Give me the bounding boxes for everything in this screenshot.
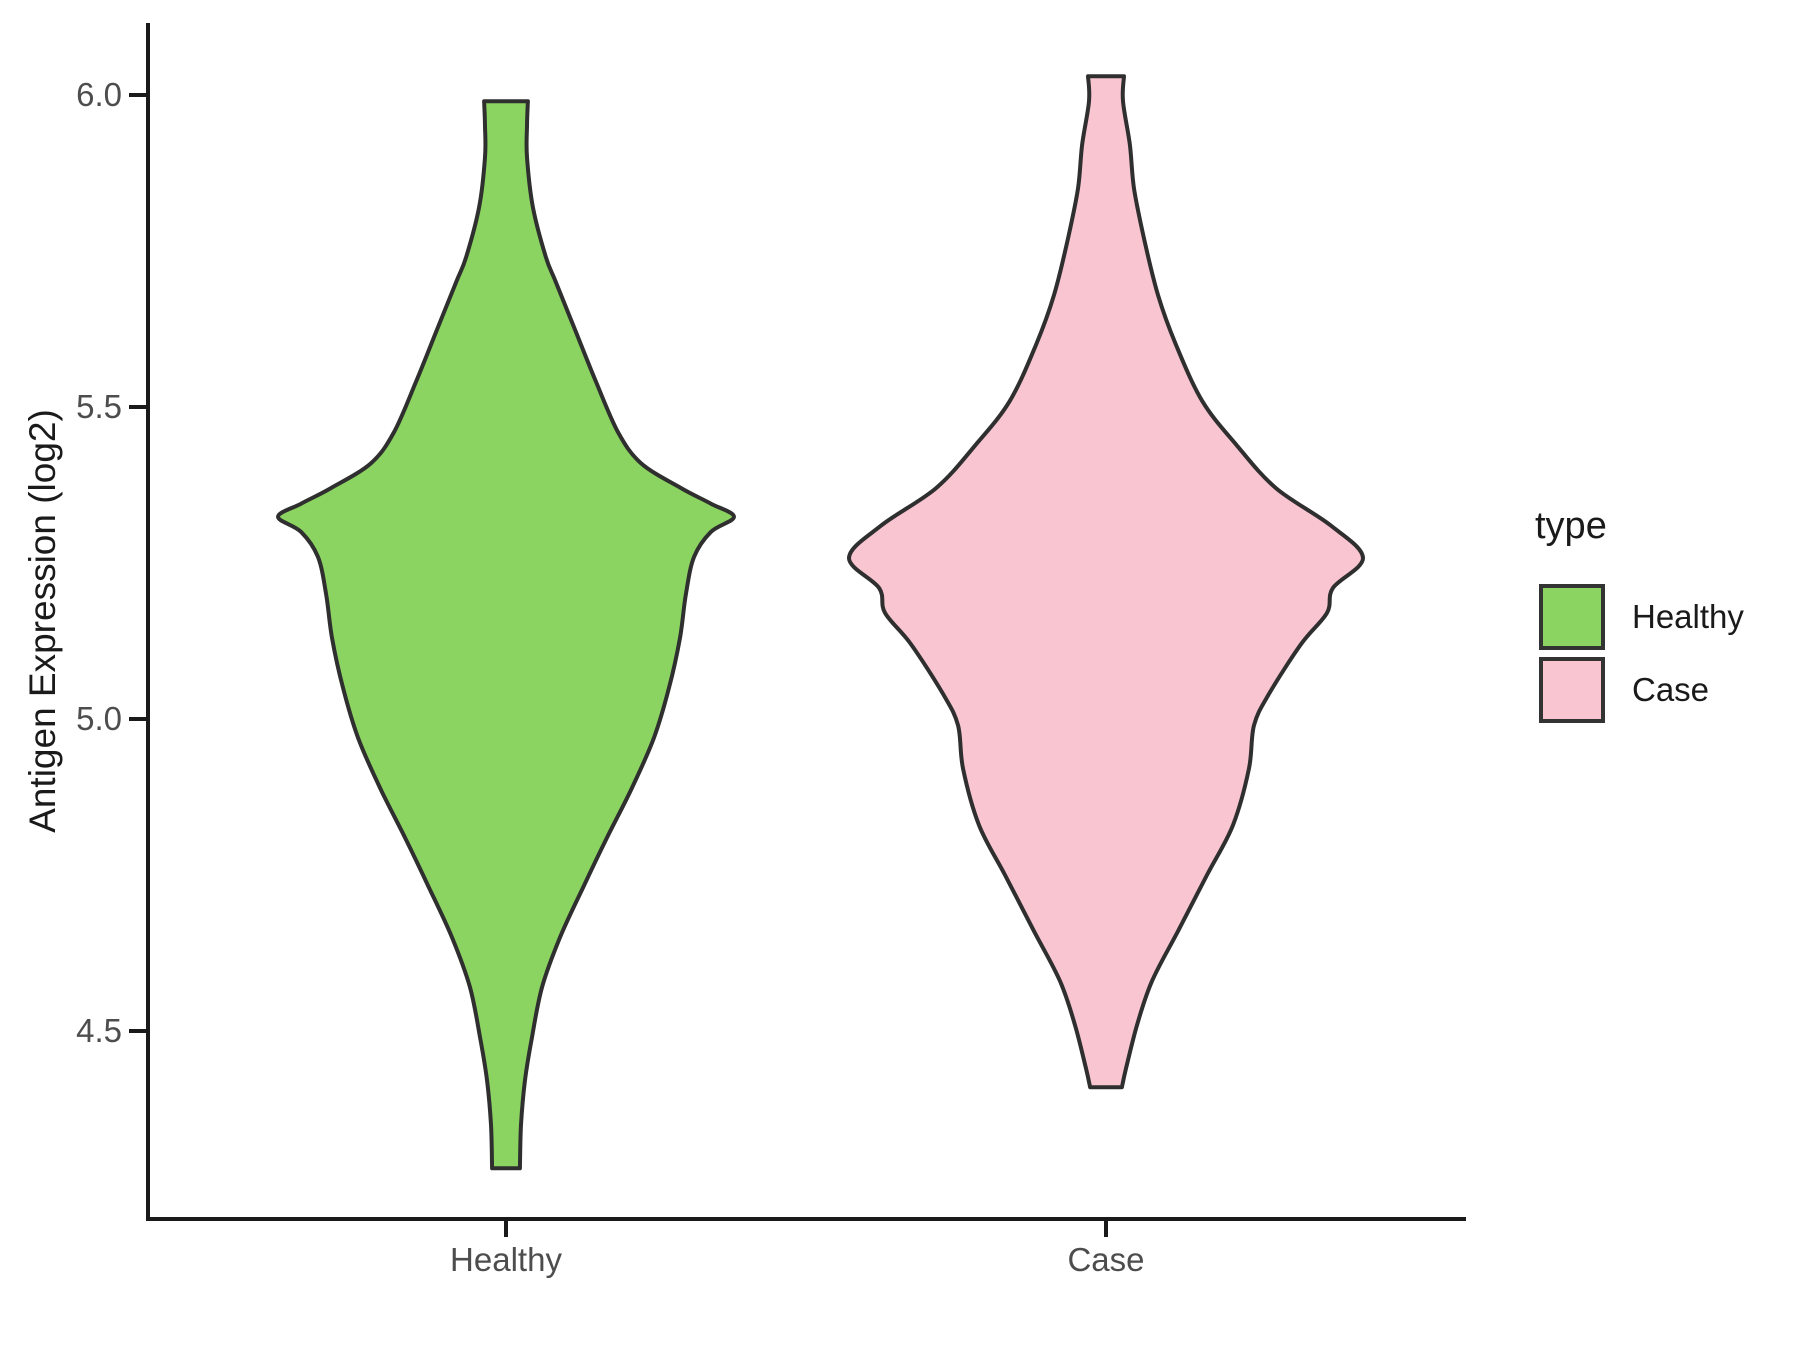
legend-swatch-case — [1539, 657, 1605, 723]
y-tick-label-6.0: 6.0 — [76, 76, 122, 113]
legend-swatch-healthy — [1539, 584, 1605, 650]
violin-case — [846, 74, 1366, 1090]
x-tick-label-healthy: Healthy — [450, 1241, 562, 1278]
legend-title: type — [1535, 505, 1607, 547]
y-axis-title: Antigen Expression (log2) — [22, 409, 63, 833]
x-tick-label-case: Case — [1067, 1241, 1145, 1278]
legend-label-case: Case — [1632, 671, 1710, 708]
y-tick-label-5.5: 5.5 — [76, 388, 122, 425]
y-tick-label-5.0: 5.0 — [76, 700, 122, 737]
legend-label-healthy: Healthy — [1632, 598, 1744, 635]
y-tick-label-4.5: 4.5 — [76, 1012, 122, 1049]
violin-healthy — [276, 99, 736, 1171]
